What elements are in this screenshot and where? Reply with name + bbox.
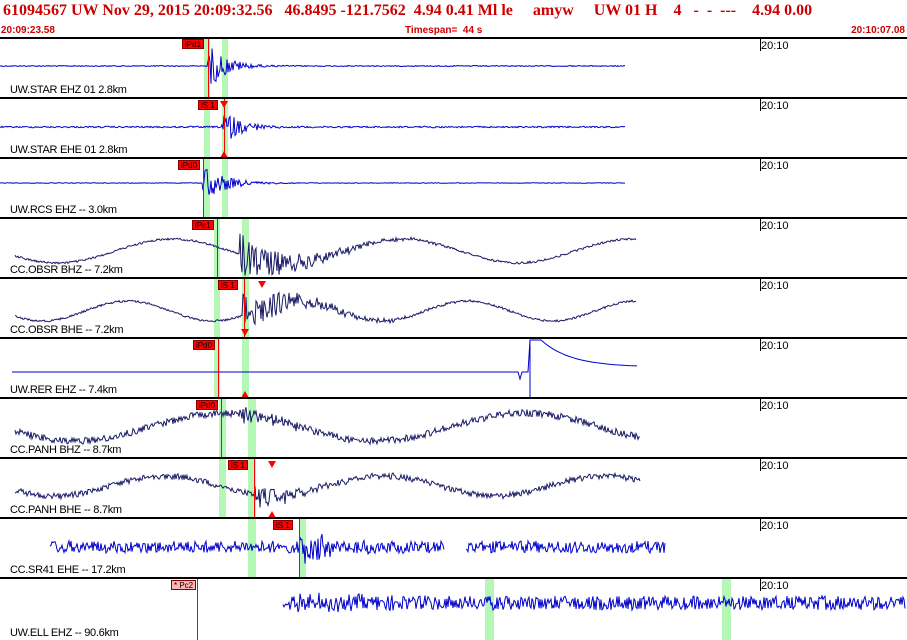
trace-panel[interactable]: iPd0 20:10 UW.RCS EHZ -- 3.0km: [0, 159, 907, 219]
pick-line: [254, 459, 255, 519]
pick-line: [224, 99, 225, 159]
time-marker: 20:10: [761, 220, 789, 232]
pick-line: [221, 399, 222, 459]
channel-label: CC.PANH BHZ -- 8.7km: [10, 444, 121, 456]
time-marker: 20:10: [761, 100, 789, 112]
pick-arrow-up-icon: [241, 391, 249, 398]
pick-marker[interactable]: iPd1: [182, 39, 204, 49]
time-marker: 20:10: [761, 160, 789, 172]
event-header: 61094567 UW Nov 29, 2015 20:09:32.56 46.…: [0, 0, 907, 40]
pick-marker[interactable]: iPd0: [193, 340, 215, 350]
time-marker: 20:10: [761, 40, 789, 52]
channel-label: CC.PANH BHE -- 8.7km: [10, 504, 122, 516]
channel-label: UW.ELL EHZ -- 90.6km: [10, 627, 119, 639]
pick-arrow-up-icon: [220, 151, 228, 158]
pick-marker[interactable]: iS 1: [228, 460, 248, 470]
pick-line: [218, 339, 219, 399]
trace-panel[interactable]: iPd1 20:10 UW.STAR EHZ 01 2.8km: [0, 39, 907, 99]
pick-line: [197, 579, 198, 640]
pick-line: [208, 39, 209, 99]
seismogram-panels: iPd1 20:10 UW.STAR EHZ 01 2.8km iS 1 20:…: [0, 39, 907, 640]
pick-marker[interactable]: iS 1: [218, 280, 238, 290]
pick-marker[interactable]: iS 1: [198, 100, 218, 110]
pick-line: [203, 159, 204, 219]
trace-panel[interactable]: iPd0 20:10 UW.RER EHZ -- 7.4km: [0, 339, 907, 399]
channel-label: CC.OBSR BHZ -- 7.2km: [10, 264, 123, 276]
event-summary: 61094567 UW Nov 29, 2015 20:09:32.56 46.…: [3, 2, 812, 20]
trace-panel[interactable]: iS 1 20:10 UW.STAR EHE 01 2.8km: [0, 99, 907, 159]
time-marker: 20:10: [761, 460, 789, 472]
channel-label: UW.STAR EHZ 01 2.8km: [10, 84, 127, 96]
timespan: Timespan= 44 s: [405, 25, 482, 36]
pick-line: [217, 219, 218, 279]
trace-panel[interactable]: * Pc2 20:10 UW.ELL EHZ -- 90.6km: [0, 579, 907, 640]
time-marker: 20:10: [761, 400, 789, 412]
pick-marker[interactable]: * Pc2: [171, 580, 196, 590]
time-marker: 20:10: [761, 520, 789, 532]
trace-panel[interactable]: iS 1 20:10 CC.OBSR BHE -- 7.2km: [0, 279, 907, 339]
channel-label: UW.RCS EHZ -- 3.0km: [10, 204, 117, 216]
pick-marker[interactable]: iPc1: [192, 220, 214, 230]
channel-label: CC.OBSR BHE -- 7.2km: [10, 324, 123, 336]
pick-arrow-down-icon: [241, 329, 249, 336]
pick-marker[interactable]: iPd0: [196, 400, 218, 410]
pick-arrow-down-icon: [268, 461, 276, 468]
trace-panel[interactable]: iPc1 20:10 CC.OBSR BHZ -- 7.2km: [0, 219, 907, 279]
pick-arrow-down-icon: [258, 281, 266, 288]
channel-label: UW.STAR EHE 01 2.8km: [10, 144, 127, 156]
start-time: 20:09:23.58: [1, 25, 55, 36]
trace-panel[interactable]: iPd0 20:10 CC.PANH BHZ -- 8.7km: [0, 399, 907, 459]
end-time: 20:10:07.08: [851, 25, 905, 36]
pick-arrow-up-icon: [268, 511, 276, 518]
time-marker: 20:10: [761, 280, 789, 292]
channel-label: UW.RER EHZ -- 7.4km: [10, 384, 117, 396]
trace-panel[interactable]: iS 1 20:10 CC.PANH BHE -- 8.7km: [0, 459, 907, 519]
time-marker: 20:10: [761, 580, 789, 592]
pick-marker[interactable]: iS 1: [273, 520, 293, 530]
pick-arrow-down-icon: [220, 101, 228, 108]
trace-panel[interactable]: iS 1 20:10 CC.SR41 EHE -- 17.2km: [0, 519, 907, 579]
pick-line: [299, 519, 300, 579]
time-marker: 20:10: [761, 340, 789, 352]
pick-marker[interactable]: iPd0: [178, 160, 200, 170]
channel-label: CC.SR41 EHE -- 17.2km: [10, 564, 125, 576]
